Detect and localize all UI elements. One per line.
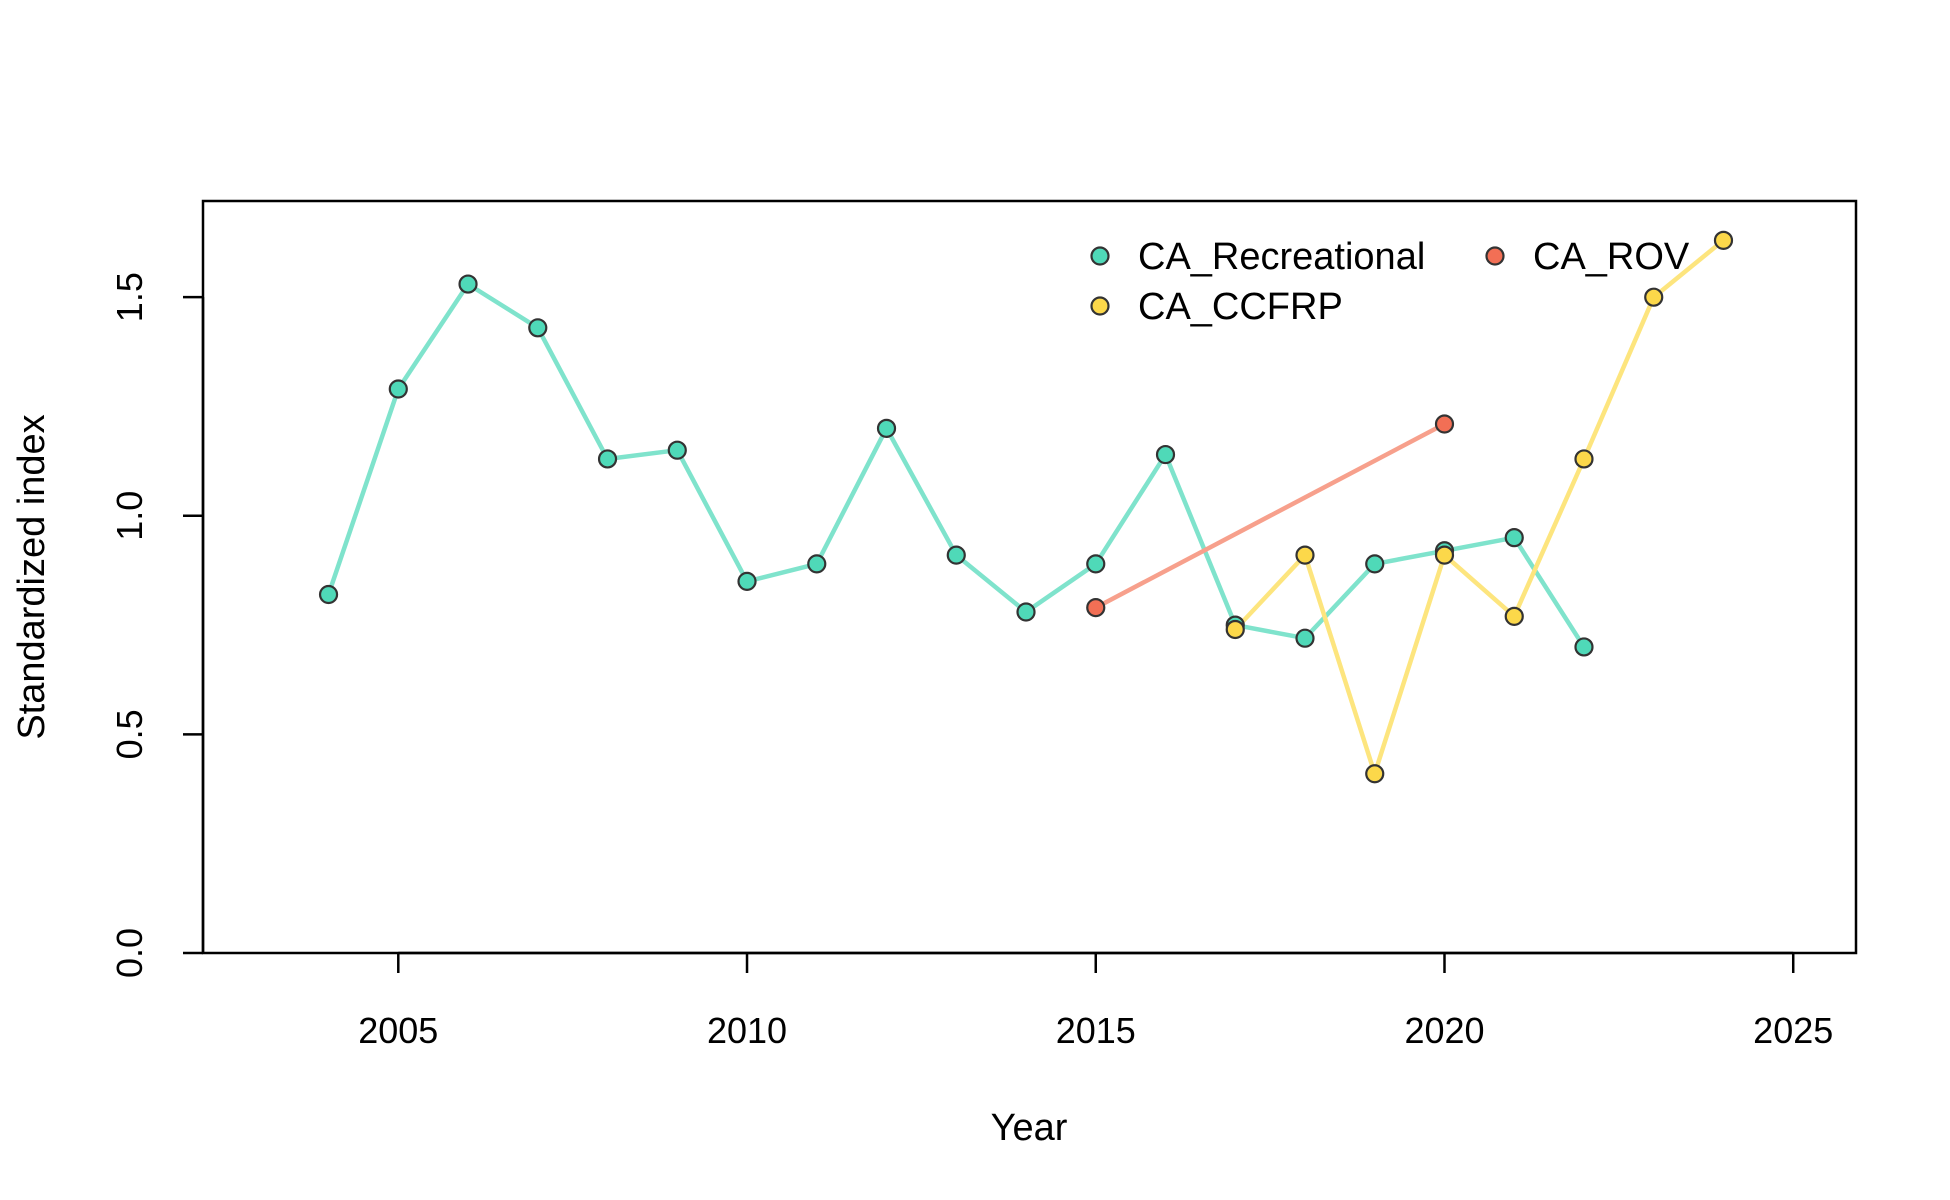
data-point	[458, 274, 478, 294]
data-point	[1365, 554, 1385, 574]
data-point	[1434, 414, 1455, 434]
data-point	[597, 449, 618, 469]
y-axis: 0.0 0.5 1.0 1.5	[109, 272, 205, 978]
series-points-ca-recreational	[318, 274, 1594, 657]
legend-item-ca-rov: CA_ROV	[1485, 236, 1690, 278]
data-point	[1155, 444, 1176, 465]
series-points-ca-rov	[1086, 414, 1455, 618]
data-point	[876, 418, 897, 438]
legend-marker	[1090, 246, 1110, 266]
y-axis-title: Standardized index	[11, 414, 53, 739]
legend-label: CA_Recreational	[1138, 236, 1425, 278]
series-line-ca-ccfrp	[1233, 238, 1726, 776]
legend-item-ca-recreational: CA_Recreational	[1090, 236, 1425, 278]
data-point	[1086, 554, 1106, 574]
data-point	[1504, 606, 1524, 626]
legend-item-ca-ccfrp: CA_CCFRP	[1090, 286, 1343, 328]
data-point	[1016, 602, 1036, 622]
data-point	[1644, 287, 1664, 307]
legend-label: CA_ROV	[1533, 236, 1690, 278]
y-tick-label: 0.0	[109, 928, 150, 978]
y-tick-label: 1.0	[109, 491, 150, 541]
x-tick-label: 2015	[1056, 1010, 1136, 1051]
data-point	[1574, 449, 1594, 469]
data-point	[1295, 628, 1315, 648]
data-point	[528, 318, 548, 338]
y-tick-label: 0.5	[109, 709, 150, 759]
legend: CA_Recreational CA_ROV CA_CCFRP	[1090, 236, 1690, 328]
series-layer	[318, 230, 1734, 784]
series-points-ca-ccfrp	[1225, 230, 1734, 784]
data-point	[318, 584, 339, 605]
x-tick-label: 2010	[707, 1010, 787, 1051]
x-tick-label: 2020	[1404, 1010, 1484, 1051]
series-line-ca-recreational	[326, 281, 1587, 650]
data-point	[1365, 764, 1385, 784]
x-axis: 2005 2010 2015 2020 2025	[358, 951, 1833, 1051]
data-point	[807, 554, 827, 574]
data-point	[667, 440, 687, 460]
legend-marker	[1090, 296, 1110, 316]
x-tick-label: 2025	[1753, 1010, 1833, 1051]
data-point	[1504, 528, 1524, 548]
data-point	[1086, 598, 1106, 618]
x-tick-label: 2005	[358, 1010, 438, 1051]
data-point	[737, 571, 757, 591]
legend-marker	[1485, 246, 1505, 266]
data-point	[1574, 637, 1594, 657]
data-point	[946, 545, 966, 565]
legend-label: CA_CCFRP	[1138, 286, 1343, 328]
y-tick-label: 1.5	[109, 272, 150, 322]
data-point	[1225, 619, 1245, 640]
x-axis-title: Year	[991, 1107, 1068, 1149]
series-line-ca-rov	[1093, 421, 1447, 610]
data-point	[1434, 545, 1455, 565]
data-point	[388, 379, 408, 399]
data-point	[1713, 230, 1734, 250]
data-point	[1295, 545, 1315, 565]
